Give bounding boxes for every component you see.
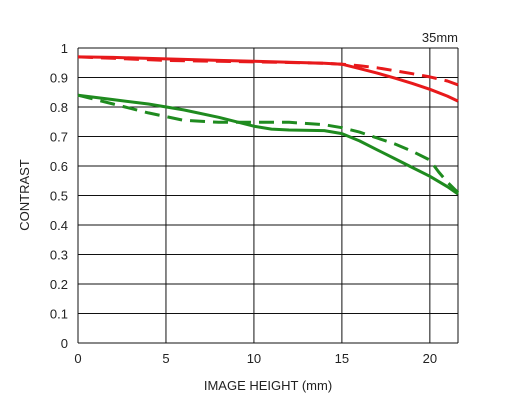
x-axis-title: IMAGE HEIGHT (mm) xyxy=(204,378,332,393)
y-tick-label: 0.3 xyxy=(50,248,68,263)
y-axis-title: CONTRAST xyxy=(17,159,32,231)
series-line-3 xyxy=(77,93,460,194)
grid-layer xyxy=(77,47,459,344)
y-tick-label: 0.2 xyxy=(50,277,68,292)
y-tick-label: 0.9 xyxy=(50,71,68,86)
focal-length-annotation: 35mm xyxy=(422,30,458,45)
y-tick-label: 0.6 xyxy=(50,159,68,174)
y-tick-label: 0.1 xyxy=(50,307,68,322)
series-line-2 xyxy=(77,93,459,196)
y-tick-label: 1 xyxy=(61,41,68,56)
x-tick-label: 5 xyxy=(162,351,169,366)
series-line-1 xyxy=(77,55,459,87)
y-tick-label: 0.8 xyxy=(50,100,68,115)
y-tick-label: 0.7 xyxy=(50,130,68,145)
y-tick-label: 0.5 xyxy=(50,189,68,204)
x-tick-label: 0 xyxy=(74,351,81,366)
x-tick-label: 20 xyxy=(423,351,437,366)
x-tick-label: 15 xyxy=(335,351,349,366)
y-tick-label: 0 xyxy=(61,336,68,351)
axis-layer: 00.10.20.30.40.50.60.70.80.910 5 10 15 20 xyxy=(50,41,437,366)
x-tick-label: 10 xyxy=(247,351,261,366)
series-layer xyxy=(77,55,460,196)
y-tick-label: 0.4 xyxy=(50,218,68,233)
